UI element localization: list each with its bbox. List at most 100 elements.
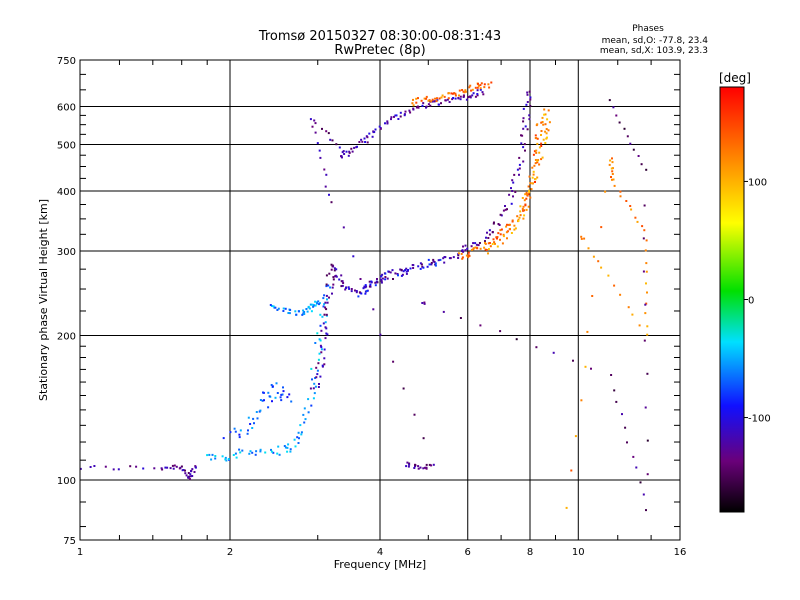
data-point-38	[190, 470, 192, 473]
data-point-420	[397, 274, 399, 277]
data-point-478	[517, 218, 520, 221]
data-point-349	[498, 224, 501, 226]
data-point-509	[540, 142, 543, 145]
data-point-11	[160, 467, 163, 470]
data-point-563	[535, 151, 538, 154]
data-point-203	[311, 303, 314, 306]
data-point-817	[645, 270, 648, 273]
data-point-853	[644, 406, 647, 409]
data-point-7	[135, 465, 138, 468]
data-point-245	[331, 286, 334, 289]
data-point-463	[495, 236, 498, 239]
data-point-14	[169, 467, 172, 470]
data-point-61	[248, 452, 251, 455]
data-point-313	[432, 258, 435, 261]
data-point-117	[319, 313, 322, 316]
data-point-414	[384, 272, 387, 275]
data-point-761	[328, 193, 330, 196]
data-point-439	[461, 257, 464, 260]
data-point-839	[618, 121, 621, 124]
data-point-88	[297, 431, 300, 434]
data-point-583	[543, 113, 546, 116]
data-point-219	[315, 366, 318, 369]
data-point-160	[282, 386, 284, 389]
data-point-263	[340, 274, 343, 277]
data-point-705	[454, 92, 457, 95]
data-point-609	[373, 131, 376, 133]
data-point-355	[506, 208, 508, 211]
data-point-356	[504, 208, 507, 211]
data-point-385	[528, 114, 531, 117]
data-point-846	[645, 168, 648, 171]
data-point-225	[320, 351, 323, 354]
data-point-260	[335, 275, 338, 278]
data-point-2	[93, 465, 96, 467]
data-point-629	[409, 111, 412, 114]
data-point-331	[462, 245, 464, 248]
data-point-647	[437, 103, 440, 106]
data-point-803	[612, 178, 615, 181]
data-point-226	[323, 348, 326, 351]
data-point-407	[380, 278, 382, 281]
data-point-623	[399, 111, 402, 114]
data-point-553	[531, 182, 534, 185]
data-point-490	[523, 199, 526, 202]
data-point-136	[247, 429, 249, 432]
data-point-760	[330, 201, 333, 204]
data-point-535	[513, 224, 516, 227]
data-point-537	[511, 219, 514, 222]
data-point-167	[279, 396, 282, 399]
data-point-33	[191, 475, 194, 477]
data-point-732	[407, 465, 410, 468]
data-point-280	[362, 287, 365, 290]
data-point-814	[645, 239, 648, 242]
data-point-508	[540, 145, 543, 147]
data-point-742	[422, 467, 425, 470]
data-point-595	[356, 145, 358, 148]
data-point-524	[487, 248, 490, 250]
data-point-135	[251, 427, 254, 429]
data-point-152	[274, 396, 277, 399]
data-point-791	[600, 226, 603, 229]
data-point-376	[523, 143, 526, 146]
colorbar-tick-label-0: 100	[748, 177, 767, 188]
data-point-76	[283, 445, 286, 447]
data-point-830	[600, 266, 603, 269]
data-point-3	[104, 465, 107, 468]
data-point-235	[322, 322, 325, 325]
data-point-191	[302, 309, 305, 312]
data-point-412	[381, 273, 384, 276]
data-point-703	[454, 94, 457, 97]
data-point-337	[477, 244, 480, 247]
data-point-30	[189, 478, 191, 481]
data-point-393	[528, 90, 531, 93]
data-point-828	[613, 284, 616, 287]
data-point-357	[504, 205, 506, 207]
data-point-790	[597, 260, 600, 263]
data-point-738	[414, 464, 417, 467]
data-point-108	[320, 348, 323, 351]
data-point-375	[520, 142, 523, 145]
data-point-675	[481, 91, 484, 94]
data-point-499	[532, 173, 535, 176]
data-point-162	[286, 396, 289, 399]
y-tick-label-4: 400	[57, 187, 76, 198]
data-point-723	[479, 84, 482, 87]
data-point-116	[321, 315, 324, 318]
data-point-585	[340, 155, 342, 158]
data-point-831	[592, 255, 595, 258]
data-point-751	[422, 437, 425, 440]
data-point-316	[434, 263, 437, 266]
data-point-35	[189, 473, 192, 476]
data-point-464	[496, 236, 499, 238]
data-point-67	[259, 450, 262, 453]
data-point-126	[222, 437, 225, 440]
data-point-380	[526, 128, 529, 131]
data-point-15	[171, 464, 174, 467]
x-tick-label-0: 1	[77, 547, 83, 558]
data-point-229	[324, 337, 327, 340]
data-point-183	[294, 310, 297, 313]
phases-heading: Phases	[632, 24, 664, 34]
data-point-659	[459, 95, 462, 98]
